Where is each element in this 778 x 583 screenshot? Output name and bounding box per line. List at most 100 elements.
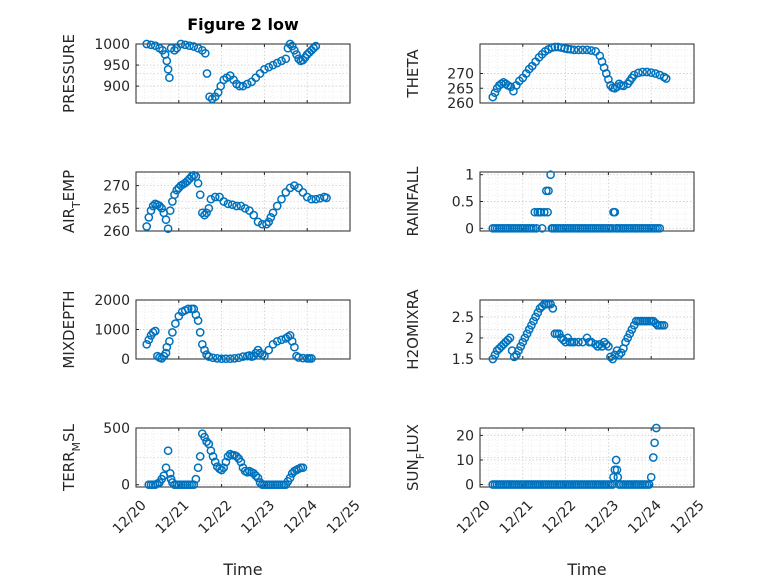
data-point xyxy=(142,39,152,49)
data-point xyxy=(266,213,276,222)
data-point xyxy=(183,304,193,314)
y-tick-label: 0 xyxy=(121,352,130,368)
data-point xyxy=(272,336,282,346)
data-point xyxy=(586,46,596,55)
data-point xyxy=(262,219,271,229)
y-axis-label-tail: SL xyxy=(60,423,78,442)
y-axis-label-tail: EMP xyxy=(60,170,78,201)
data-point xyxy=(608,354,618,364)
data-point xyxy=(599,337,609,347)
data-point xyxy=(490,88,500,98)
y-axis-label: TERRMSL xyxy=(60,423,83,492)
data-point xyxy=(650,438,659,448)
data-point xyxy=(298,353,308,363)
data-point xyxy=(223,199,233,209)
data-point xyxy=(249,469,259,478)
y-tick-label: 2000 xyxy=(94,293,130,309)
data-point xyxy=(253,473,263,483)
y-tick-label: 1000 xyxy=(94,323,130,339)
data-point xyxy=(543,207,552,217)
y-tick-label: 260 xyxy=(447,96,474,112)
data-point xyxy=(593,342,603,351)
data-point xyxy=(518,337,528,347)
data-point xyxy=(490,350,500,360)
data-point xyxy=(524,325,534,334)
data-point xyxy=(146,206,156,215)
data-point xyxy=(294,353,303,362)
data-point xyxy=(642,67,652,77)
data-point xyxy=(189,42,199,51)
data-point xyxy=(520,333,530,343)
data-point xyxy=(165,206,175,215)
data-point xyxy=(219,197,229,206)
data-point xyxy=(185,41,194,51)
data-point xyxy=(290,342,299,352)
data-point xyxy=(322,193,331,203)
data-point xyxy=(272,201,282,211)
x-axis-label: Time xyxy=(222,560,262,579)
y-axis-label-main: TERR xyxy=(60,451,78,492)
data-point xyxy=(161,215,171,225)
data-point xyxy=(197,208,207,218)
data-point xyxy=(307,194,316,204)
data-point xyxy=(193,43,203,53)
y-tick-label: 265 xyxy=(103,201,130,217)
data-point xyxy=(506,82,516,92)
data-point xyxy=(206,446,216,456)
x-tick-label: 12/25 xyxy=(324,497,364,537)
data-point xyxy=(582,45,592,55)
data-point xyxy=(195,328,205,337)
x-tick-label: 12/24 xyxy=(625,497,665,537)
data-point xyxy=(309,43,318,53)
data-point xyxy=(165,73,174,83)
data-point xyxy=(204,352,214,361)
data-point xyxy=(281,188,291,197)
data-point xyxy=(142,339,152,349)
data-point xyxy=(655,223,665,233)
data-point xyxy=(210,192,220,202)
x-tick-label: 12/22 xyxy=(196,497,236,537)
data-point xyxy=(623,333,633,343)
y-tick-label: 0 xyxy=(465,478,474,494)
data-point xyxy=(488,92,498,102)
data-point xyxy=(574,45,583,55)
data-point xyxy=(260,64,269,74)
data-point xyxy=(277,194,286,204)
data-point xyxy=(290,45,299,55)
data-point xyxy=(499,339,508,349)
data-point xyxy=(221,354,231,364)
data-point xyxy=(302,192,312,202)
y-axis-label: SUNFLUX xyxy=(404,424,427,491)
data-point xyxy=(298,55,308,65)
y-tick-label: 265 xyxy=(447,81,474,97)
x-tick-label: 12/21 xyxy=(497,497,537,537)
data-point xyxy=(234,353,244,363)
data-point xyxy=(227,200,237,210)
data-point xyxy=(193,316,203,325)
data-point xyxy=(651,423,661,433)
data-point xyxy=(530,207,540,217)
axes-box xyxy=(135,43,351,104)
data-point xyxy=(621,337,630,347)
data-point xyxy=(163,224,173,234)
data-point xyxy=(285,183,295,193)
y-axis-label: PRESSURE xyxy=(60,34,78,113)
axes-box xyxy=(135,171,351,232)
data-point xyxy=(533,308,543,317)
data-point xyxy=(195,452,205,461)
data-point xyxy=(544,186,553,196)
subplot-mixdepth: 0 1000 2000 MIXDEPTH xyxy=(60,290,351,369)
data-point xyxy=(610,207,620,217)
data-point xyxy=(586,337,596,347)
data-point xyxy=(232,201,241,211)
data-point xyxy=(569,45,579,55)
data-point xyxy=(591,47,600,56)
y-axis-label-tail: LUX xyxy=(404,424,422,453)
data-point xyxy=(150,326,160,336)
data-point xyxy=(285,473,295,483)
data-point xyxy=(625,329,635,339)
y-tick-label: 1000 xyxy=(94,37,130,53)
x-tick-label: 12/21 xyxy=(153,497,193,537)
y-axis-label: MIXDEPTH xyxy=(60,290,78,368)
